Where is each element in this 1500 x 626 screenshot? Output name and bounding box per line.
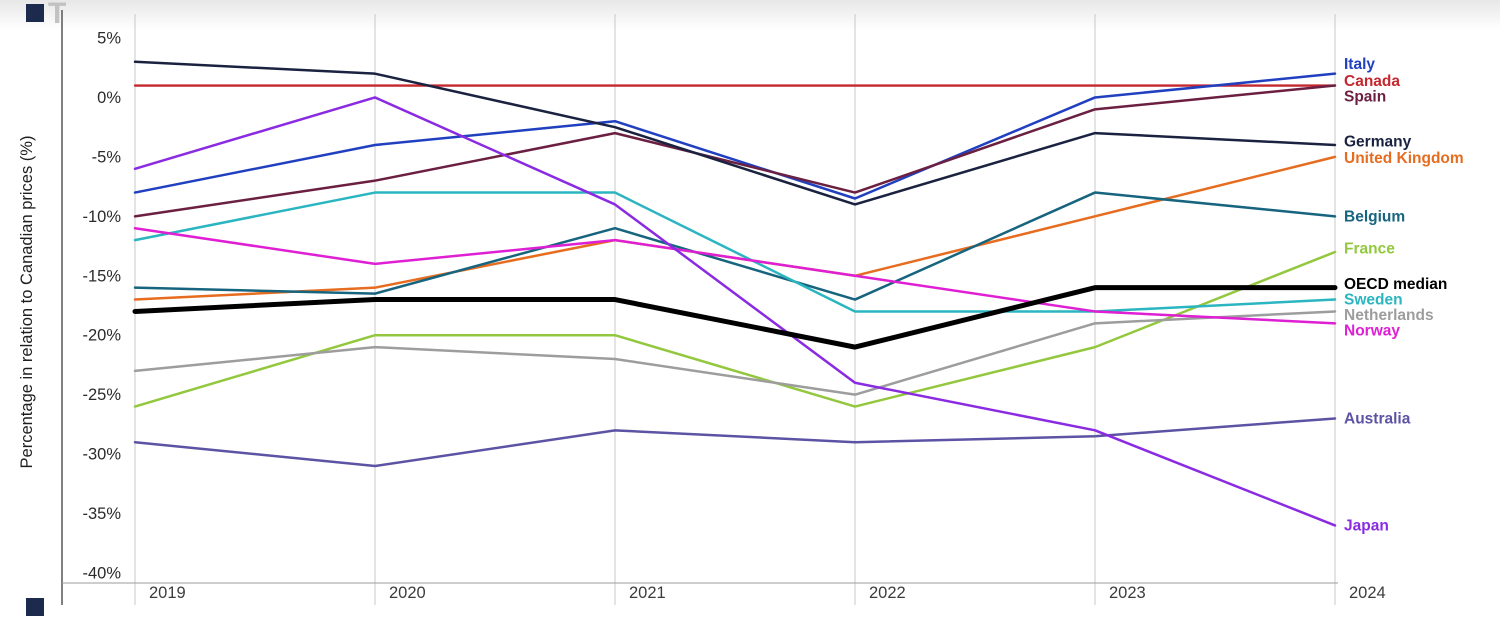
series-label-canada: Canada bbox=[1344, 73, 1400, 90]
y-tick-label--15: -15% bbox=[82, 267, 121, 285]
y-tick-label--5: -5% bbox=[92, 148, 122, 166]
y-tick-label--25: -25% bbox=[82, 386, 121, 404]
top-gradient bbox=[0, 0, 1500, 30]
line-netherlands bbox=[133, 310, 1337, 396]
line-japan bbox=[133, 96, 1337, 527]
corner-mark-bottom-left bbox=[26, 598, 44, 616]
y-tick-label--30: -30% bbox=[82, 446, 121, 464]
series-label-france: France bbox=[1344, 240, 1395, 257]
line-france bbox=[133, 250, 1337, 408]
series-label-belgium: Belgium bbox=[1344, 208, 1405, 225]
series-label-netherlands: Netherlands bbox=[1344, 307, 1434, 324]
y-tick-label-5: 5% bbox=[97, 30, 121, 48]
y-tick-label--40: -40% bbox=[82, 565, 121, 583]
y-tick-label--10: -10% bbox=[82, 208, 121, 226]
line-united-kingdom bbox=[133, 155, 1337, 301]
series-label-norway: Norway bbox=[1344, 322, 1400, 339]
y-tick-label--20: -20% bbox=[82, 327, 121, 345]
y-tick-label--35: -35% bbox=[82, 505, 121, 523]
series-label-united-kingdom: United Kingdom bbox=[1344, 150, 1464, 167]
y-tick-label-0: 0% bbox=[97, 89, 121, 107]
series-label-sweden: Sweden bbox=[1344, 292, 1403, 309]
series-label-australia: Australia bbox=[1344, 410, 1411, 427]
line-norway bbox=[133, 226, 1337, 325]
x-tick-label-2024: 2024 bbox=[1349, 584, 1386, 602]
x-tick-label-2022: 2022 bbox=[869, 584, 906, 602]
line-germany bbox=[133, 60, 1337, 206]
series-label-spain: Spain bbox=[1344, 88, 1386, 105]
line-spain bbox=[133, 84, 1337, 218]
x-tick-label-2019: 2019 bbox=[149, 584, 186, 602]
line-italy bbox=[133, 72, 1337, 200]
x-tick-label-2023: 2023 bbox=[1109, 584, 1146, 602]
x-tick-label-2020: 2020 bbox=[389, 584, 426, 602]
line-belgium bbox=[133, 191, 1337, 301]
line-australia bbox=[133, 417, 1337, 468]
line-oecd-median bbox=[132, 285, 1338, 350]
line-sweden bbox=[133, 191, 1337, 313]
series-label-germany: Germany bbox=[1344, 133, 1412, 150]
corner-mark-top-left bbox=[26, 4, 44, 22]
series-label-italy: Italy bbox=[1344, 56, 1375, 73]
series-label-japan: Japan bbox=[1344, 517, 1389, 534]
series-label-oecd-median: OECD median bbox=[1344, 276, 1447, 293]
x-tick-label-2021: 2021 bbox=[629, 584, 666, 602]
